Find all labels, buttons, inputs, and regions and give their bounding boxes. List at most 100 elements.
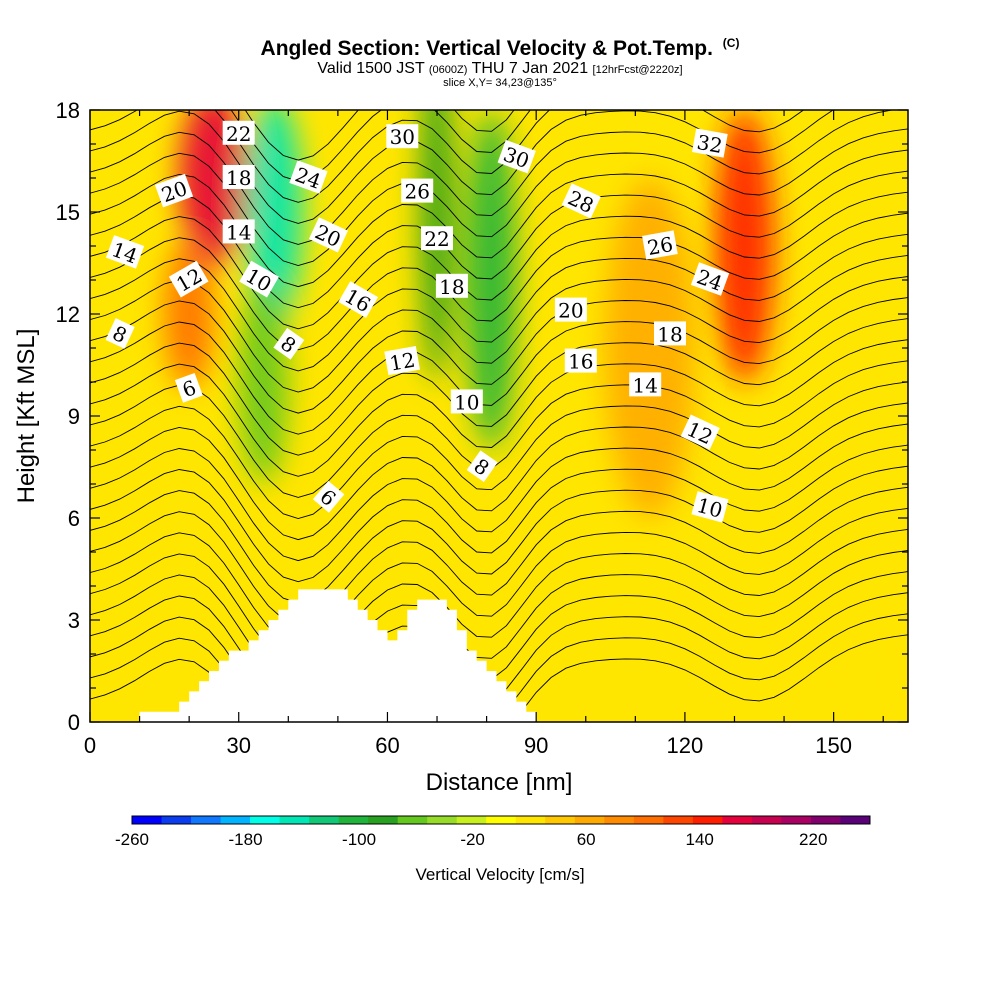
contour-label: 22 <box>421 226 453 251</box>
contour-label-text: 22 <box>226 122 251 146</box>
colorbar-swatch <box>545 816 576 824</box>
theta-contour-line <box>90 486 908 625</box>
x-tick-label: 150 <box>815 733 852 758</box>
contour-label-box <box>105 318 135 349</box>
contour-label-text: 26 <box>645 232 674 260</box>
colorbar-swatch <box>397 816 428 824</box>
velocity-blob <box>605 178 695 518</box>
contour-label: 10 <box>450 389 483 414</box>
contour-label-box <box>497 139 536 174</box>
contour-label-text: 14 <box>632 373 657 397</box>
contour-label-box <box>691 491 729 523</box>
theta-contour-line <box>90 550 908 688</box>
contour-label: 14 <box>629 372 662 397</box>
valid-zulu: (0600Z) <box>428 64 468 76</box>
theta-contour-line <box>90 254 908 393</box>
colorbar-tick-label: 140 <box>686 830 714 849</box>
colorbar-swatch <box>486 816 517 824</box>
contour-label-text: 18 <box>226 166 251 190</box>
contour-label-box <box>421 226 453 251</box>
theta-contour-line <box>90 444 908 583</box>
y-tick-label: 9 <box>68 404 80 429</box>
contour-label: 18 <box>654 321 686 346</box>
valid-date: THU 7 Jan 2021 <box>471 60 589 77</box>
velocity-field <box>90 110 884 722</box>
contour-label-box <box>154 173 194 208</box>
theta-contour-line <box>90 381 908 519</box>
colorbar-tick-label: -20 <box>460 830 485 849</box>
chart-title: Angled Section: Vertical Velocity & Pot.… <box>0 36 1000 61</box>
colorbar-swatch <box>427 816 458 824</box>
contour-label-text: 26 <box>404 180 429 204</box>
theta-contour-line <box>90 423 908 562</box>
contour-label-box <box>564 348 597 373</box>
y-tick-label: 15 <box>56 200 80 225</box>
colorbar-tick-label: -100 <box>342 830 376 849</box>
velocity-blob <box>419 110 455 382</box>
contour-label: 20 <box>554 297 587 323</box>
contour-label-box <box>222 165 255 189</box>
colorbar-swatch <box>751 816 782 824</box>
contour-label-box <box>105 235 145 269</box>
contour-label-box <box>690 262 730 296</box>
colorbar-frame <box>131 815 871 825</box>
contour-label-box <box>222 120 255 145</box>
colorbar-label: Vertical Velocity [cm/s] <box>415 865 584 884</box>
contour-label: 12 <box>384 346 420 376</box>
x-tick-label: 120 <box>667 733 704 758</box>
x-axis: 0 30 60 90 120 150 <box>84 110 884 758</box>
contour-label-box <box>654 321 686 346</box>
contour-label: 30 <box>386 124 419 149</box>
colorbar-swatch <box>338 816 369 824</box>
theta-contour-line <box>90 191 908 330</box>
contour-label: 18 <box>222 165 255 190</box>
velocity-blob <box>714 110 775 382</box>
velocity-blob <box>238 280 289 484</box>
theta-contour-line <box>90 528 908 667</box>
contour-label-box <box>222 219 255 244</box>
colorbar-swatch <box>810 816 841 824</box>
y-tick-label: 12 <box>56 302 80 327</box>
contour-label-text: 18 <box>439 275 464 299</box>
x-tick-label: 90 <box>524 733 548 758</box>
colorbar-swatch <box>515 816 546 824</box>
contour-label-box <box>401 178 434 203</box>
theta-contour-line <box>90 297 908 435</box>
theta-contour-line <box>90 402 908 541</box>
forecast-info: [12hrFcst@2220z] <box>592 64 683 76</box>
colorbar-swatch <box>456 816 487 824</box>
velocity-blob <box>466 110 517 450</box>
colorbar-swatch <box>840 816 871 824</box>
contour-label: 18 <box>435 273 468 299</box>
slice-info: slice X,Y= 34,23@135° <box>443 77 557 89</box>
contour-label-box <box>273 327 305 360</box>
contour-label-text: 20 <box>558 299 583 323</box>
theta-contour-line <box>90 212 908 351</box>
chart-subtitle: Valid 1500 JST (0600Z) THU 7 Jan 2021 [1… <box>0 60 1000 78</box>
colorbar: -260 -180 -100 -20 60 140 220 <box>115 815 871 849</box>
colorbar-tick-label: -180 <box>229 830 263 849</box>
chart-title-unit: (C) <box>722 36 740 50</box>
theta-contour-line <box>90 339 908 477</box>
contour-label-text: 12 <box>388 348 417 376</box>
contour-label-text: 14 <box>226 220 251 244</box>
contour-label-box <box>386 124 419 149</box>
colorbar-tick-label: 60 <box>577 830 596 849</box>
colorbar-swatch <box>279 816 310 824</box>
contour-label: 16 <box>564 348 597 374</box>
contour-label-box <box>692 128 728 158</box>
colorbar-swatch <box>633 816 664 824</box>
y-tick-label: 6 <box>68 506 80 531</box>
contour-label-box <box>239 260 279 298</box>
colorbar-swatch <box>574 816 605 824</box>
colorbar-swatch <box>604 816 635 824</box>
valid-prefix: Valid 1500 JST <box>317 60 425 77</box>
contour-label-text: 16 <box>568 350 593 374</box>
contour-label: 10 <box>691 491 729 523</box>
contour-label-box <box>554 297 587 322</box>
contour-label: 14 <box>105 235 145 269</box>
contour-label-box <box>289 160 328 194</box>
